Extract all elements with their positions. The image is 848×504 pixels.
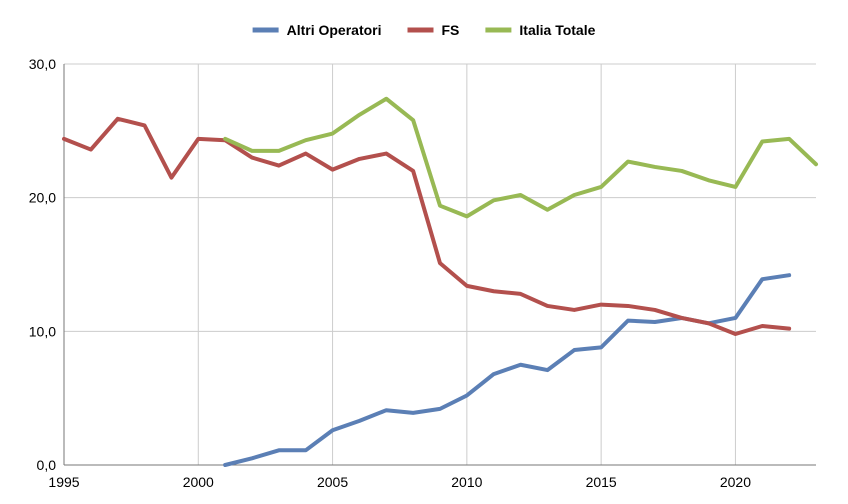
x-tick-label: 1995 <box>48 474 79 490</box>
legend-item-fs: FS <box>407 22 460 38</box>
x-tick-label: 2015 <box>586 474 617 490</box>
legend-item-altri-operatori: Altri Operatori <box>252 22 382 38</box>
y-tick-label: 10,0 <box>29 323 56 339</box>
x-tick-label: 2020 <box>720 474 751 490</box>
x-tick-label: 2005 <box>317 474 348 490</box>
legend-label: Altri Operatori <box>287 22 382 38</box>
legend-label: FS <box>442 22 460 38</box>
x-tick-label: 2010 <box>451 474 482 490</box>
series-line-italia-totale <box>223 96 818 219</box>
y-tick-label: 20,0 <box>29 190 56 206</box>
y-tick-label: 30,0 <box>29 56 56 72</box>
legend-label: Italia Totale <box>519 22 595 38</box>
legend-item-italia-totale: Italia Totale <box>485 22 596 38</box>
x-tick-label: 2000 <box>183 474 214 490</box>
y-tick-label: 0,0 <box>37 457 57 473</box>
legend: Altri Operatori FS Italia Totale <box>252 22 596 38</box>
series-group <box>62 96 818 467</box>
grid <box>64 63 816 465</box>
series-line-altri-operatori <box>223 273 792 467</box>
series-line-fs <box>62 116 792 337</box>
axes: 0,0 10,0 20,0 30,0 1995 2000 2005 2010 2015 2020 <box>29 56 816 490</box>
